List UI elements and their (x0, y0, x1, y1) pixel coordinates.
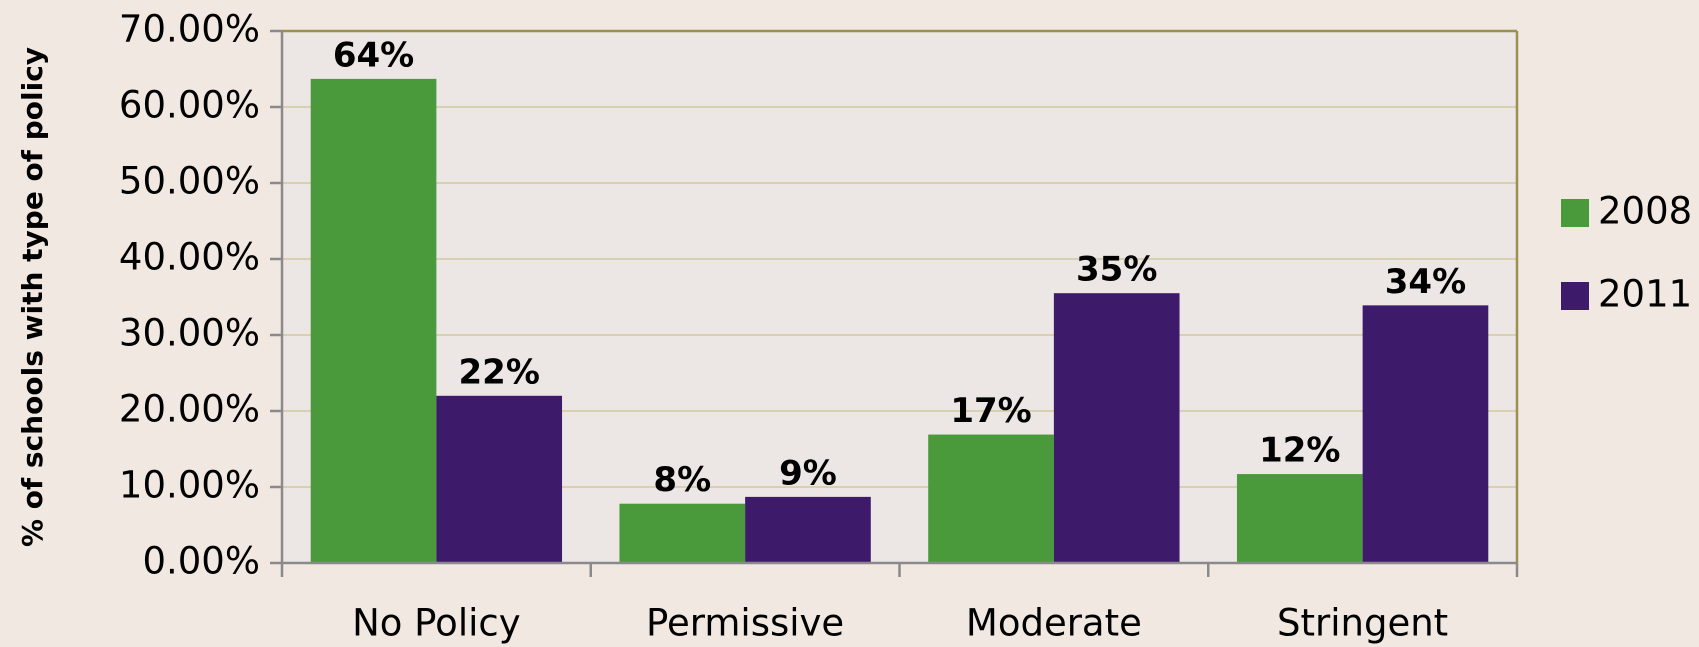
y-tick-label: 10.00% (119, 464, 260, 507)
legend-label: 2008 (1598, 190, 1692, 233)
y-tick-label: 50.00% (119, 160, 260, 203)
x-tick-label: Moderate (966, 602, 1142, 645)
x-tick-label: Stringent (1277, 602, 1448, 645)
y-axis-label: % of schools with type of policy (16, 47, 49, 547)
x-tick-label: Permissive (646, 602, 844, 645)
bar (745, 496, 871, 563)
bar (1236, 474, 1363, 563)
data-label: 22% (459, 352, 540, 392)
data-label: 9% (779, 453, 837, 493)
legend-label: 2011 (1598, 273, 1692, 316)
bar (928, 434, 1054, 563)
data-label: 64% (333, 35, 414, 75)
y-tick-label: 40.00% (119, 236, 260, 279)
data-label: 17% (950, 391, 1031, 431)
y-tick-label: 30.00% (119, 312, 260, 355)
y-tick-label: 0.00% (142, 540, 260, 583)
data-label: 8% (653, 460, 711, 500)
data-label: 12% (1259, 431, 1340, 471)
bar (1053, 293, 1180, 563)
bar (1362, 305, 1489, 563)
data-label: 35% (1076, 250, 1157, 290)
y-tick-label: 70.00% (119, 8, 260, 51)
y-tick-label: 60.00% (119, 84, 260, 127)
y-tick-label: 20.00% (119, 388, 260, 431)
bar (436, 395, 563, 563)
data-label: 34% (1385, 262, 1466, 302)
legend-swatch (1561, 199, 1589, 227)
legend-swatch (1561, 282, 1589, 310)
bar (619, 503, 746, 563)
bar (310, 78, 437, 563)
x-tick-label: No Policy (352, 602, 521, 645)
